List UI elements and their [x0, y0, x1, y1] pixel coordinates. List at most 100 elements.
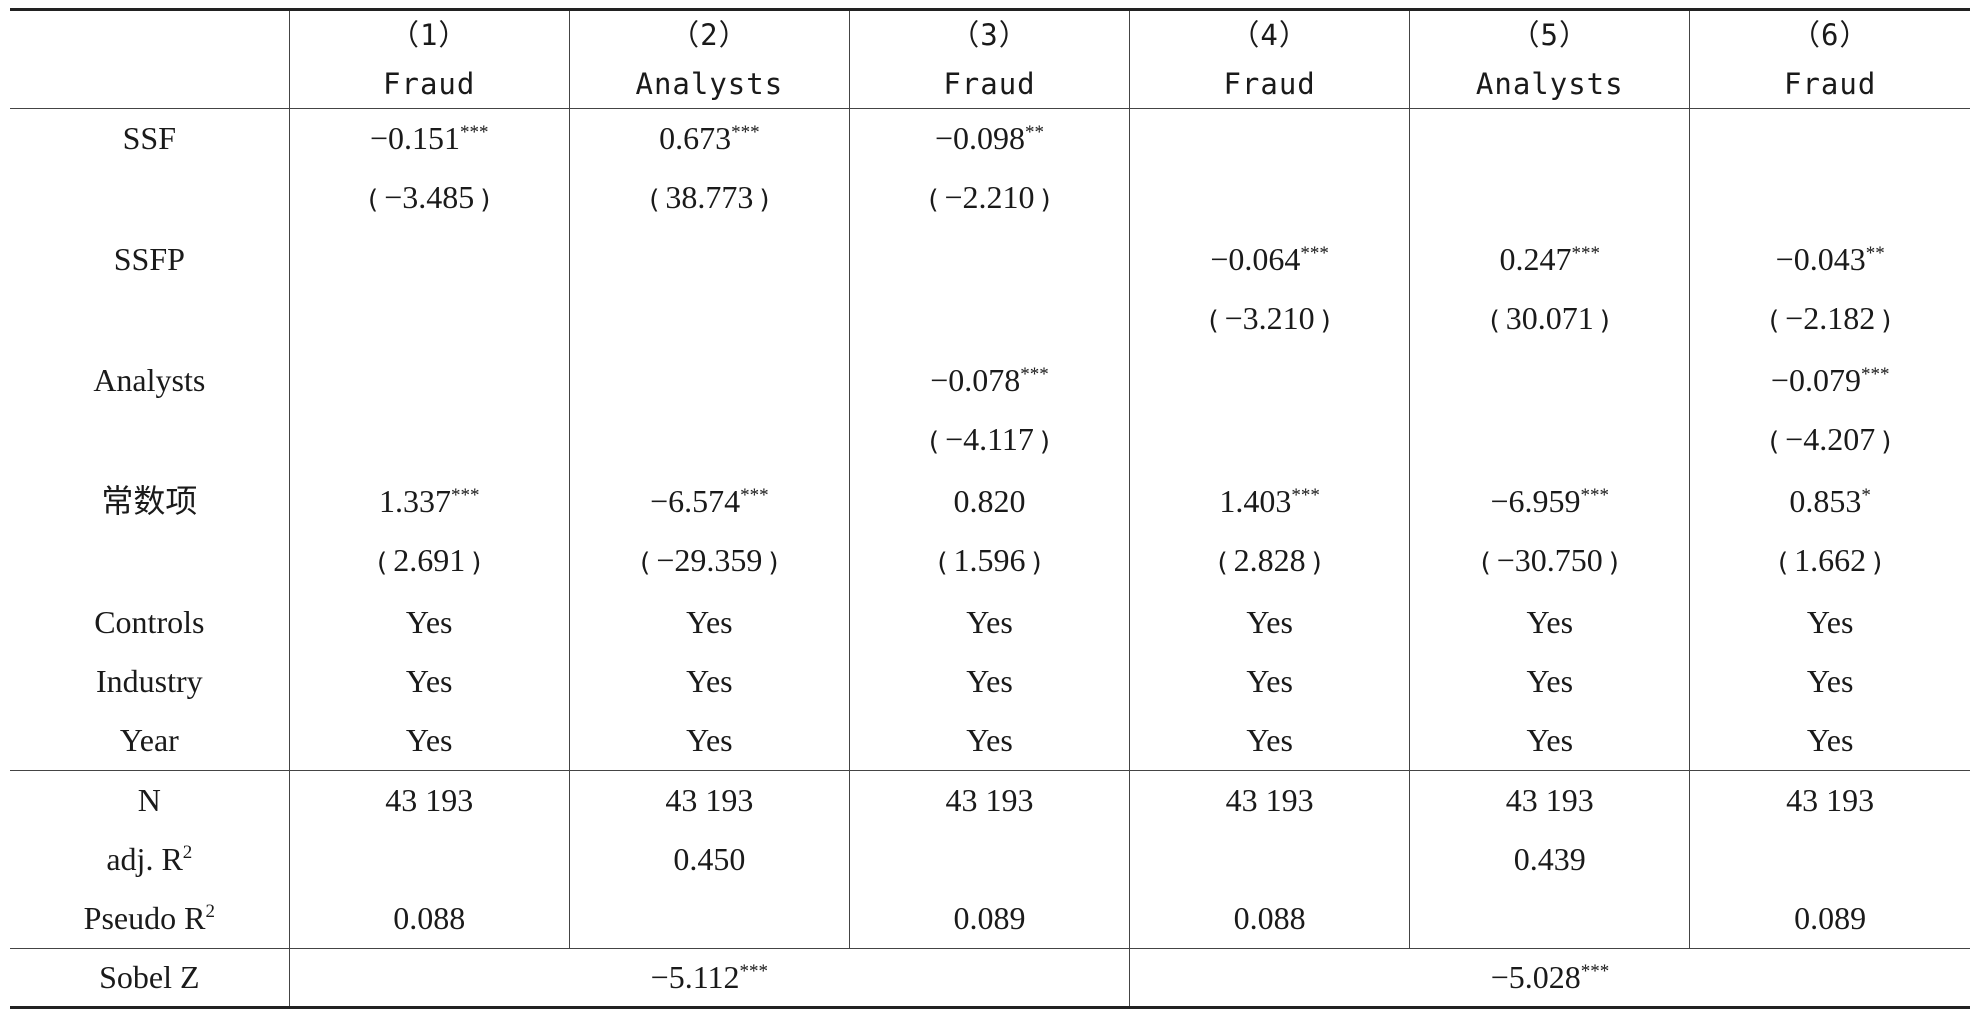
dependent-variable: Fraud — [1129, 60, 1410, 109]
value-cell: Yes — [848, 652, 1130, 711]
row-label: Industry — [10, 652, 289, 711]
value-cell — [1409, 889, 1690, 949]
row-label: SSF — [10, 109, 289, 169]
row-ssfp-tstat: (−3.210)(30.071)(−2.182) — [10, 289, 1970, 351]
t-statistic-cell: (1.596) — [848, 531, 1130, 593]
header-row-numbers: （1） （2） （3） （4） （5） （6） — [10, 8, 1970, 60]
row-label-text: 常数项 — [101, 483, 198, 519]
coefficient-cell — [568, 351, 850, 410]
t-statistic-cell — [848, 289, 1130, 351]
significance-stars: *** — [1860, 364, 1890, 385]
significance-stars: * — [1861, 485, 1871, 506]
coefficient-cell — [1129, 351, 1410, 410]
t-statistic-cell: (−2.210) — [848, 168, 1130, 230]
coefficient-cell — [848, 230, 1130, 289]
sobel-z-value-group-2: −5.028*** — [1129, 948, 1970, 1009]
t-statistic-cell — [1129, 168, 1410, 230]
t-statistic-value: 38.773 — [665, 179, 754, 215]
row-sobel-z: Sobel Z −5.112*** −5.028*** — [10, 948, 1970, 1009]
row-year: Year Yes Yes Yes Yes Yes Yes — [10, 711, 1970, 771]
row-ssf-tstat: (−3.485)(38.773)(−2.210) — [10, 168, 1970, 230]
t-statistic-value: 2.691 — [393, 542, 466, 578]
t-statistic-cell: (−4.207) — [1689, 410, 1970, 472]
header-corner — [10, 8, 290, 60]
value-cell: 0.450 — [568, 830, 850, 889]
coefficient-cell: −0.079*** — [1689, 351, 1970, 410]
coefficient-cell — [568, 230, 850, 289]
value-cell: Yes — [568, 652, 850, 711]
t-statistic-cell: (−2.182) — [1689, 289, 1970, 351]
row-analysts-tstat: (−4.117)(−4.207) — [10, 410, 1970, 472]
coefficient-cell: −0.043** — [1689, 230, 1970, 289]
row-label — [10, 289, 289, 351]
row-pseudo-r2: Pseudo R2 0.088 0.089 0.088 0.089 — [10, 889, 1970, 949]
close-paren: ) — [1881, 427, 1892, 457]
t-statistic-value: 2.828 — [1233, 542, 1306, 578]
t-statistic-cell — [568, 289, 850, 351]
open-paren: ( — [649, 185, 660, 215]
dependent-variable: Fraud — [1689, 60, 1970, 109]
value-cell: Yes — [1129, 593, 1410, 652]
value-cell: Yes — [1409, 593, 1690, 652]
value-cell: Yes — [288, 652, 570, 711]
row-analysts-coef: Analysts −0.078*** −0.079*** — [10, 351, 1970, 410]
row-label: Pseudo R2 — [10, 889, 289, 949]
header-row-dependent: Fraud Analysts Fraud Fraud Analysts Frau… — [10, 60, 1970, 109]
row-label-text: Controls — [94, 604, 205, 640]
value-cell: 0.089 — [1689, 889, 1970, 949]
coefficient-value: −6.574 — [650, 483, 741, 519]
t-statistic-cell — [1409, 410, 1690, 472]
coefficient-cell: −6.574*** — [568, 472, 850, 531]
t-statistic-value: −2.210 — [944, 179, 1035, 215]
t-statistic-cell: (−3.485) — [288, 168, 570, 230]
value-cell: 0.089 — [848, 889, 1130, 949]
coefficient-cell — [1409, 351, 1690, 410]
significance-stars: *** — [1580, 485, 1610, 506]
significance-stars: *** — [1020, 364, 1049, 385]
column-number: （5） — [1409, 8, 1690, 60]
t-statistic-cell — [1689, 168, 1970, 230]
t-statistic-value: −4.207 — [1785, 421, 1876, 457]
t-statistic-cell — [568, 410, 850, 472]
value-cell: 0.088 — [1129, 889, 1410, 949]
value-cell: Yes — [288, 711, 570, 771]
open-paren: ( — [1778, 548, 1789, 578]
open-paren: ( — [368, 185, 379, 215]
value-cell: 0.088 — [288, 889, 570, 949]
row-label: Analysts — [10, 351, 289, 410]
coefficient-cell: −0.078*** — [848, 351, 1130, 410]
value-cell: 43 193 — [288, 770, 570, 830]
close-paren: ) — [1039, 427, 1051, 457]
coefficient-value: −0.064 — [1210, 241, 1301, 277]
t-statistic-value: −3.485 — [384, 179, 475, 215]
row-ssf-coef: SSF −0.151*** 0.673*** −0.098** — [10, 108, 1970, 169]
coefficient-cell: 1.337*** — [288, 472, 570, 531]
row-label: N — [10, 770, 290, 830]
t-statistic-cell — [1129, 410, 1410, 472]
value-cell: Yes — [1129, 652, 1410, 711]
coefficient-value: −6.959 — [1490, 483, 1581, 519]
close-paren: ) — [1608, 548, 1619, 578]
t-statistic-value: −3.210 — [1224, 300, 1315, 336]
value-cell: Yes — [1409, 711, 1690, 771]
value-cell: Yes — [568, 593, 850, 652]
row-label-text: SSF — [122, 120, 177, 156]
close-paren: ) — [1031, 548, 1042, 578]
row-label: Sobel Z — [10, 948, 290, 1009]
significance-stars: ** — [1025, 122, 1045, 143]
t-statistic-cell: (1.662) — [1689, 531, 1970, 593]
coefficient-value: 0.247 — [1499, 241, 1572, 277]
dependent-variable: Fraud — [288, 60, 570, 109]
t-statistic-cell: (30.071) — [1409, 289, 1690, 351]
coefficient-value: −0.078 — [930, 362, 1021, 398]
close-paren: ) — [480, 185, 491, 215]
row-label — [10, 531, 289, 593]
t-statistic-cell: (−3.210) — [1129, 289, 1410, 351]
coefficient-cell: 0.853* — [1689, 472, 1970, 531]
coefficient-value: 0.820 — [953, 483, 1026, 519]
t-statistic-cell — [288, 410, 570, 472]
value-cell: Yes — [1689, 652, 1970, 711]
value-cell: Yes — [1689, 593, 1970, 652]
dependent-variable: Fraud — [848, 60, 1130, 109]
open-paren: ( — [1768, 427, 1780, 457]
